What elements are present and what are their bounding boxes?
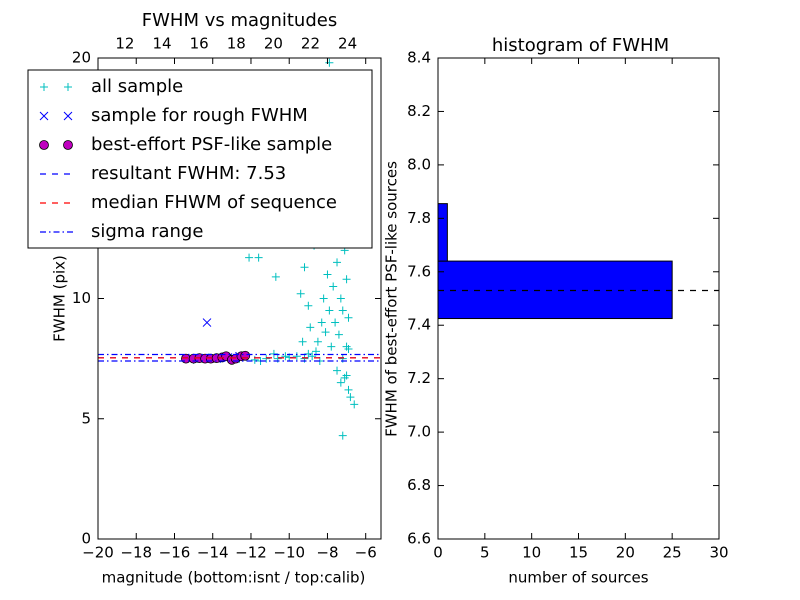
- point: [306, 323, 315, 332]
- point: [331, 318, 340, 327]
- point: [321, 328, 330, 337]
- point: [329, 282, 338, 291]
- point: [281, 352, 290, 361]
- point: [342, 275, 351, 284]
- x2-tick-label: 22: [301, 35, 320, 53]
- y-tick-label: 7.6: [407, 262, 431, 280]
- point: [344, 313, 353, 322]
- legend-label: best-effort PSF-like sample: [91, 134, 332, 155]
- y-tick-label: 7.8: [407, 209, 431, 227]
- point: [336, 294, 345, 303]
- x-tick-label: −12: [235, 544, 267, 562]
- point: [298, 337, 307, 346]
- bar: [437, 203, 448, 262]
- point: [296, 289, 305, 298]
- point: [323, 270, 332, 279]
- legend-marker: [39, 140, 49, 150]
- point: [338, 431, 347, 440]
- point: [319, 294, 328, 303]
- x-tick-label: −20: [82, 544, 114, 562]
- point: [300, 263, 309, 272]
- point: [327, 342, 336, 351]
- legend-marker: [39, 111, 49, 121]
- legend-marker: [63, 111, 73, 121]
- x-tick-label: −14: [197, 544, 229, 562]
- legend-label: sigma range: [91, 221, 203, 242]
- y-tick-label: 6.8: [407, 476, 431, 494]
- point: [262, 354, 271, 363]
- y-tick-label: 5: [81, 409, 91, 427]
- x-tick-label: −8: [316, 544, 338, 562]
- point: [325, 58, 334, 67]
- y-axis-label: FWHM of best-effort PSF-like sources: [383, 161, 401, 437]
- x-tick-label: 30: [709, 544, 728, 562]
- x-axis-label: magnitude (bottom:isnt / top:calib): [102, 569, 366, 587]
- point: [334, 330, 343, 339]
- legend-marker: [64, 83, 72, 91]
- point: [333, 366, 342, 375]
- legend-label: all sample: [91, 76, 183, 97]
- x-tick-label: 5: [480, 544, 490, 562]
- x2-tick-label: 24: [338, 35, 357, 53]
- x2-tick-label: 20: [264, 35, 283, 53]
- y-tick-label: 7.2: [407, 369, 431, 387]
- chart-title: FWHM vs magnitudes: [142, 10, 337, 31]
- x-tick-label: −10: [273, 544, 305, 562]
- point: [350, 400, 359, 409]
- point: [344, 345, 353, 354]
- y-tick-label: 7.4: [407, 316, 431, 334]
- legend-marker: [63, 140, 73, 150]
- point: [338, 306, 347, 315]
- x2-tick-label: 18: [227, 35, 246, 53]
- point: [254, 253, 263, 262]
- point: [346, 393, 355, 402]
- point: [325, 306, 334, 315]
- point: [292, 352, 301, 361]
- legend-label: resultant FWHM: 7.53: [91, 163, 286, 184]
- x2-tick-label: 16: [190, 35, 209, 53]
- y-tick-label: 8.0: [407, 155, 431, 173]
- point: [336, 378, 345, 387]
- legend-label: median FHWM of sequence: [91, 192, 337, 213]
- x-tick-label: 10: [522, 544, 541, 562]
- bar: [437, 260, 673, 320]
- y-tick-label: 8.4: [407, 49, 431, 67]
- point: [304, 301, 313, 310]
- point: [308, 352, 317, 361]
- point: [344, 385, 353, 394]
- point: [245, 253, 254, 262]
- y-tick-label: 7.0: [407, 423, 431, 441]
- point: [271, 272, 280, 281]
- legend-box: [27, 69, 373, 249]
- legend: all sample sample for rough FWHM best-effo…: [27, 69, 373, 249]
- x2-tick-label: 12: [115, 35, 134, 53]
- x-tick-label: 25: [663, 544, 682, 562]
- point: [333, 258, 342, 267]
- y-tick-label: 8.2: [407, 102, 431, 120]
- point: [317, 318, 326, 327]
- point: [240, 350, 251, 361]
- x-tick-label: −18: [120, 544, 152, 562]
- y-tick-label: 20: [72, 49, 91, 67]
- point: [340, 373, 349, 382]
- x2-tick-label: 14: [152, 35, 171, 53]
- legend-marker: [40, 83, 48, 91]
- x-tick-label: −6: [355, 544, 377, 562]
- point: [269, 349, 278, 358]
- x-tick-label: −16: [159, 544, 191, 562]
- point: [313, 337, 322, 346]
- x-tick-label: 15: [569, 544, 588, 562]
- x-tick-label: 0: [433, 544, 443, 562]
- y-axis-label: FWHM (pix): [51, 255, 69, 342]
- chart-title: histogram of FWHM: [492, 35, 669, 56]
- y-tick-label: 0: [81, 530, 91, 548]
- y-tick-label: 10: [72, 289, 91, 307]
- point: [202, 318, 212, 327]
- x-axis-label: number of sources: [508, 569, 648, 587]
- x-tick-label: 20: [616, 544, 635, 562]
- point: [250, 355, 259, 364]
- legend-label: sample for rough FWHM: [91, 105, 308, 126]
- y-tick-label: 6.6: [407, 530, 431, 548]
